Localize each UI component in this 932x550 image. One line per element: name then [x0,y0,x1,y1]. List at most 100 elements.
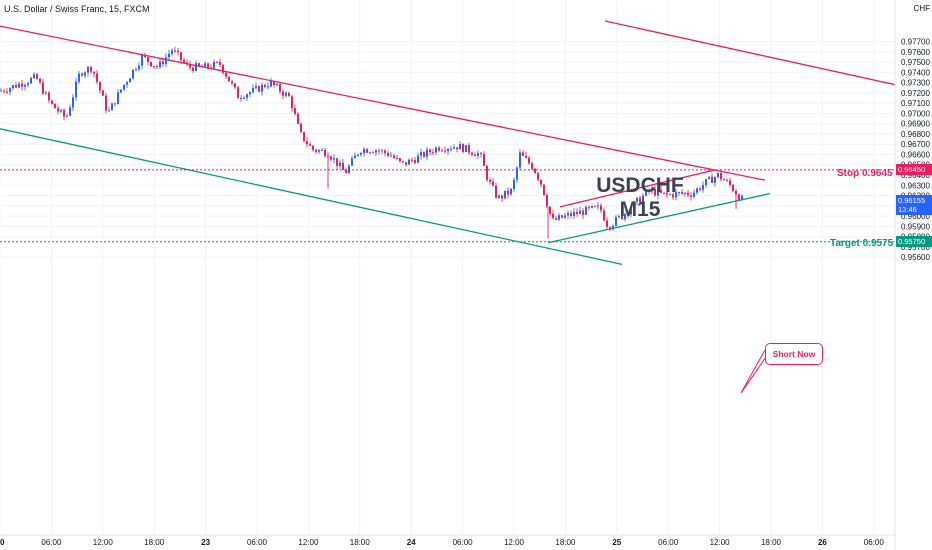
time-tick-label: 06:00 [247,538,268,547]
candle-body [732,184,734,192]
candle-body [306,141,308,145]
candle-body [621,216,623,220]
horizontal-levels [0,169,895,243]
candle-body [657,189,659,196]
price-tick-label: 0.95600 [901,253,930,262]
candle-body [474,154,476,156]
candle-body [408,159,410,165]
candle-body [123,84,125,90]
candle-body [183,60,185,63]
candle-body [96,73,98,82]
channel-line-lower [0,128,623,265]
candle-body [342,162,344,170]
time-tick-label: 26 [818,538,827,547]
candle-body [99,81,101,91]
candle-body [120,89,122,93]
candle-body [333,158,335,160]
candle-body [420,152,422,156]
candle-body [456,147,458,150]
candle-body [186,62,188,65]
time-tick-label: 12:00 [504,538,525,547]
price-tick-label: 0.97500 [901,58,930,67]
callout-pointer [740,349,767,394]
candle-body [33,74,35,79]
candle-body [603,210,605,221]
candle-body [576,211,578,214]
candle-body [504,190,506,199]
candle-body [72,97,74,108]
candle-body [486,165,488,180]
candle-body [318,150,320,152]
candle-body [261,84,263,92]
candle-body [210,67,212,69]
candle-body [624,214,626,220]
candle-body [717,172,719,178]
target-label: Target 0.9575 [830,237,894,249]
candle-body [204,63,206,67]
candle-body [39,78,41,83]
candle-body [156,66,158,68]
symbol-watermark: USDCHF M15 [560,174,720,222]
candle-body [351,158,353,166]
candle-body [69,107,71,116]
short-now-callout[interactable]: Short Now [765,343,823,365]
price-tick-label: 0.95900 [901,222,930,231]
grid [0,0,895,535]
candle-body [291,96,293,109]
candle-body [591,206,593,208]
candle-body [462,143,464,153]
candle-body [195,63,197,71]
candle-body [471,152,473,155]
candle-body [609,227,611,229]
candle-body [468,145,470,153]
candle-body [168,53,170,58]
candle-body [630,208,632,215]
candle-body [693,192,695,197]
candle-body [414,160,416,163]
candle-body [165,57,167,65]
time-tick-label: 06:00 [864,538,885,547]
price-tick-label: 0.96400 [901,171,930,180]
candle-body [354,155,356,159]
candle-body [312,145,314,150]
chart-title: U.S. Dollar / Swiss Franc, 15, FXCM [4,4,150,14]
candle-body [645,190,647,196]
candle-body [615,217,617,226]
candle-body [348,165,350,173]
channel-line-upper [0,25,766,181]
candle-body [87,66,89,73]
candle-body [0,90,2,92]
candle-body [588,206,590,208]
candle-body [12,85,14,89]
candle-body [477,153,479,156]
candle-body [570,213,572,216]
candle-body [450,148,452,150]
candle-body [90,66,92,72]
candle-body [432,152,434,154]
candle-body [423,152,425,157]
candle-body [726,180,728,182]
time-tick-label: 12:00 [298,538,319,547]
candle-body [237,87,239,99]
candle-body [633,201,635,209]
candle-body [330,156,332,160]
candle-body [711,176,713,183]
candle-body [600,205,602,211]
candle-body [285,92,287,96]
candle-body [300,123,302,133]
channel-line-wedge-top [559,169,716,208]
candle-body [639,197,641,203]
candle-body [255,86,257,88]
candle-body [501,195,503,199]
candle-body [396,157,398,159]
candle-body [549,206,551,214]
watermark-symbol: USDCHF [596,174,684,197]
candle-body [198,63,200,66]
candle-body [528,157,530,164]
candle-body [276,84,278,86]
candle-body [153,66,155,68]
candle-body [147,57,149,62]
candle-body [705,179,707,186]
time-axis: 0 06:00 12:00 18:00 23 06:00 12:00 18:00 24 06:00… [0,538,884,547]
